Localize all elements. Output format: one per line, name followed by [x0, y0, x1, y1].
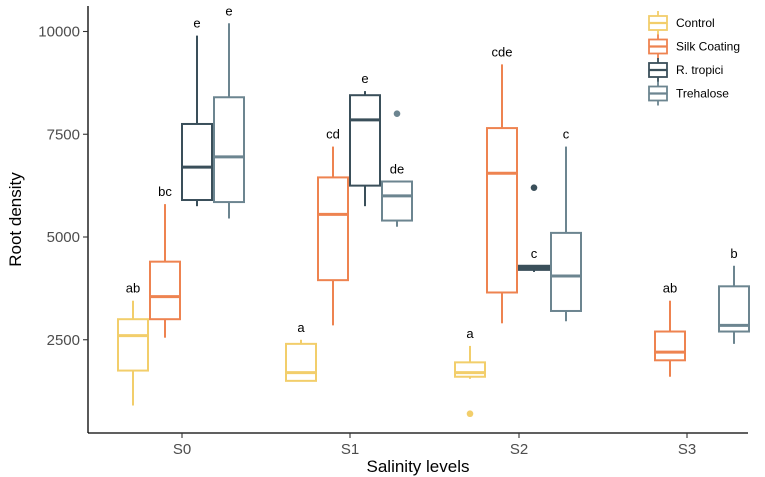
- box-iqr: [550, 231, 582, 312]
- x-tick-label: S0: [173, 441, 191, 458]
- box-s2-trehalose: c: [550, 127, 582, 322]
- box-s0-trehalose: e: [213, 3, 245, 219]
- significance-label: cd: [326, 127, 340, 142]
- x-tick-label: S2: [510, 441, 528, 458]
- legend-item-trehalose: Trehalose: [648, 81, 729, 106]
- legend-label: R. tropici: [676, 63, 723, 77]
- significance-label: bc: [158, 184, 172, 199]
- significance-label: ab: [126, 281, 140, 296]
- legend: Control Silk Coating R. tropici Trehalose: [648, 11, 740, 106]
- y-tick-label: 2500: [47, 332, 80, 349]
- significance-label: c: [563, 127, 570, 142]
- box-iqr: [654, 330, 686, 362]
- box-s2-control: a: [454, 326, 486, 418]
- box-iqr: [149, 260, 181, 321]
- significance-label: ab: [663, 281, 677, 296]
- x-tick-label: S3: [678, 441, 696, 458]
- significance-label: cde: [492, 44, 513, 59]
- significance-label: b: [730, 246, 737, 261]
- legend-item-silk-coating: Silk Coating: [648, 34, 740, 59]
- box-s3-trehalose: b: [718, 246, 750, 344]
- box-s1-r-tropici: e: [349, 71, 381, 207]
- box-s1-control: a: [285, 320, 317, 382]
- box-iqr: [381, 180, 413, 222]
- box-s0-silk-coating: bc: [149, 184, 181, 338]
- axes: [87, 6, 748, 434]
- box-s1-trehalose: de: [381, 110, 413, 227]
- box-iqr: [317, 176, 349, 282]
- outlier-point: [530, 184, 538, 191]
- box-iqr: [486, 127, 518, 294]
- box-s2-r-tropici: c: [518, 184, 550, 272]
- significance-label: de: [390, 162, 404, 177]
- outlier-point: [466, 410, 474, 418]
- box-s0-control: ab: [117, 281, 149, 406]
- box-s3-silk-coating: ab: [654, 281, 686, 377]
- box-s1-silk-coating: cd: [317, 127, 349, 326]
- significance-label: e: [193, 16, 200, 31]
- significance-label: a: [297, 320, 305, 335]
- box-iqr: [117, 318, 149, 372]
- significance-label: c: [531, 246, 538, 261]
- box-iqr: [181, 122, 213, 202]
- legend-label: Control: [676, 16, 715, 30]
- significance-label: a: [466, 326, 474, 341]
- box-s2-silk-coating: cde: [486, 44, 518, 324]
- box-iqr: [285, 342, 317, 382]
- outlier-point: [393, 110, 401, 117]
- box-iqr: [454, 361, 486, 378]
- legend-item-control: Control: [648, 11, 715, 35]
- y-tick-label: 10000: [38, 24, 80, 41]
- y-axis-title: Root density: [6, 172, 25, 267]
- box-iqr: [349, 94, 381, 187]
- box-iqr: [213, 96, 245, 204]
- y-tick-label: 5000: [47, 229, 80, 246]
- significance-label: e: [225, 3, 232, 18]
- significance-label: e: [361, 71, 368, 86]
- box-s0-r-tropici: e: [181, 16, 213, 207]
- legend-label: Trehalose: [676, 87, 729, 101]
- x-tick-label: S1: [341, 441, 359, 458]
- legend-item-r-tropici: R. tropici: [648, 58, 723, 82]
- y-tick-label: 7500: [47, 126, 80, 143]
- x-axis-title: Salinity levels: [367, 457, 470, 476]
- legend-label: Silk Coating: [676, 40, 740, 54]
